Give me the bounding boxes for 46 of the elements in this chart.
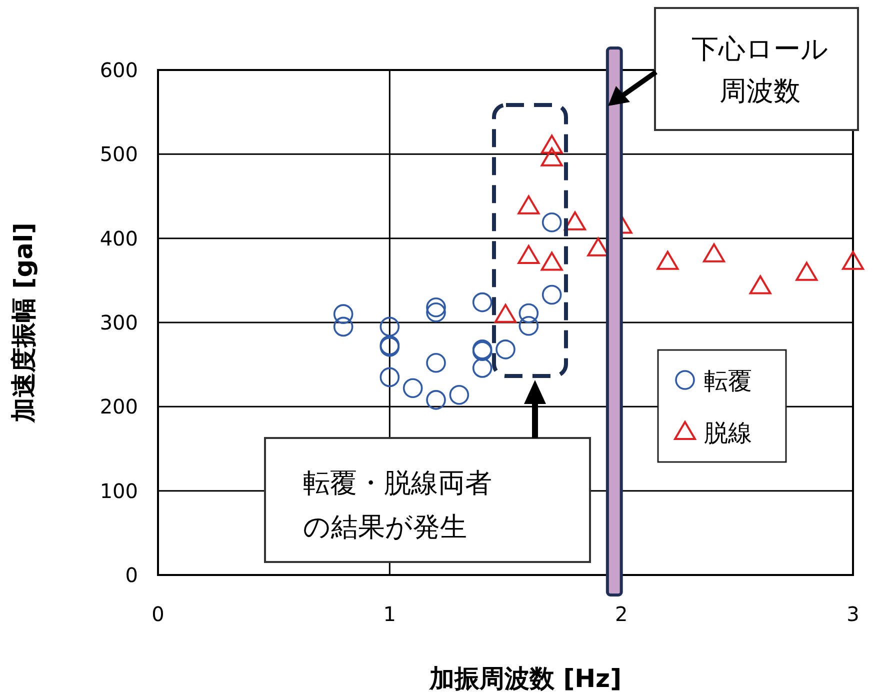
point <box>703 243 725 262</box>
point <box>426 302 446 322</box>
point <box>426 297 446 318</box>
y-tick-label: 100 <box>100 478 138 503</box>
point <box>518 245 540 264</box>
annotation: 転覆・脱線両者の結果が発生 <box>303 468 492 543</box>
point <box>449 384 470 405</box>
point <box>542 212 562 232</box>
point <box>402 378 423 398</box>
point <box>540 252 563 271</box>
x-tick-label: 1 <box>383 602 396 626</box>
point <box>333 304 354 324</box>
point <box>472 358 492 378</box>
y-tick-label: 300 <box>100 310 138 334</box>
x-axis-title: 加振周波数 [Hz] <box>428 664 622 693</box>
y-tick-label: 600 <box>100 58 138 82</box>
y-tick-label: 0 <box>125 563 138 587</box>
y-tick-label: 500 <box>100 142 138 166</box>
y-tick-label: 400 <box>100 226 138 250</box>
x-tick-label: 0 <box>152 602 164 626</box>
point <box>749 275 772 294</box>
point <box>540 134 563 154</box>
point <box>472 292 492 312</box>
x-tick-label: 3 <box>846 602 860 626</box>
point <box>656 250 679 270</box>
point <box>380 316 400 337</box>
point <box>333 316 354 337</box>
point <box>842 250 864 270</box>
point <box>518 316 539 336</box>
legend-label: 転覆 <box>704 367 752 395</box>
point <box>796 262 818 281</box>
point <box>494 304 516 323</box>
annotation: 下心ロール周波数 <box>692 34 828 107</box>
point <box>542 284 562 305</box>
y-axis-title: 加速度振幅 [gal] <box>9 222 38 424</box>
point <box>518 195 540 214</box>
y-tick-label: 200 <box>100 394 138 419</box>
point <box>426 353 446 373</box>
x-tick-label: 2 <box>614 602 628 626</box>
point <box>518 303 539 324</box>
legend-label: 脱線 <box>704 419 752 447</box>
point <box>540 147 563 166</box>
point <box>380 367 400 388</box>
point <box>426 390 446 410</box>
point <box>564 211 586 230</box>
point <box>496 340 516 360</box>
